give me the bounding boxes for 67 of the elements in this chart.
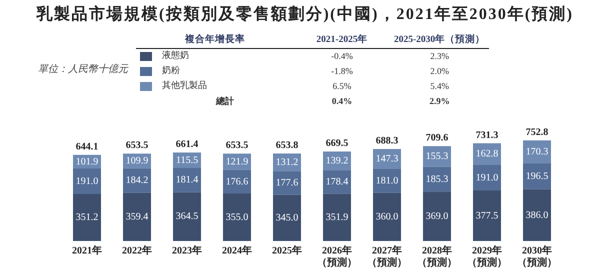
total-label: 731.3: [476, 130, 498, 141]
data-label: 184.2: [126, 175, 148, 186]
total-label: 752.8: [526, 126, 548, 138]
total-label: 653.8: [276, 140, 298, 152]
x-tick-label: 2021年: [72, 244, 102, 257]
total-label: 644.1: [76, 141, 98, 152]
data-label: 351.9: [326, 212, 348, 224]
data-label: 162.8: [476, 148, 498, 160]
total-label: 709.6: [426, 132, 448, 144]
data-label: 178.4: [326, 176, 348, 188]
x-tick-label: 2022年: [122, 244, 152, 257]
x-tick-label: 2030年（預測）: [517, 244, 557, 269]
data-label: 351.2: [76, 212, 98, 224]
data-label: 359.4: [126, 212, 148, 223]
text: 2.0%: [429, 64, 450, 78]
text: 複合年增長率: [136, 35, 294, 48]
data-label: 360.0: [376, 212, 398, 223]
data-label: 176.6: [226, 176, 248, 188]
total-label: 661.4: [176, 139, 198, 150]
data-label: 121.9: [226, 156, 248, 168]
data-label: 369.0: [426, 210, 448, 222]
legend-label: 奶粉: [161, 64, 181, 78]
data-label: 131.2: [276, 156, 298, 168]
data-label: 191.0: [476, 172, 498, 184]
x-tick-label: 2023年: [172, 244, 202, 257]
data-label: 177.6: [276, 178, 298, 189]
legend-label: 液態奶: [161, 49, 190, 62]
total-label: 653.5: [126, 140, 148, 152]
text: 2.9%: [428, 94, 451, 108]
x-tick-label: 2028年（預測）: [417, 244, 457, 269]
data-label: 115.5: [176, 154, 198, 166]
text: -0.4%: [330, 50, 354, 62]
x-tick-label: 2029年（預測）: [467, 244, 507, 269]
data-label: 181.4: [176, 174, 198, 186]
data-label: 196.5: [526, 170, 548, 182]
data-label: 345.0: [276, 212, 298, 224]
x-tick-label: 2026年（預測）: [317, 244, 357, 269]
text: 0.4%: [330, 94, 354, 108]
data-label: 355.0: [226, 212, 248, 223]
data-label: 191.0: [76, 176, 98, 187]
chart-title: 乳製品市場規模(按類別及零售額劃分)(中國)，2021年至2030年(預測): [35, 4, 574, 25]
text: 6.5%: [332, 80, 352, 92]
data-label: 377.5: [476, 210, 498, 222]
data-label: 101.9: [76, 156, 98, 168]
legend-label: 其他乳製品: [161, 79, 208, 92]
total-label: 653.5: [226, 140, 248, 152]
x-tick-label: 2025年: [272, 244, 302, 257]
text: -1.8%: [330, 64, 354, 78]
total-label: 669.5: [326, 138, 348, 150]
text: 單位：人民幣十億元: [38, 62, 128, 76]
data-label: 109.9: [126, 156, 148, 167]
x-tick-label: 2024年: [222, 244, 252, 257]
total-label: 688.3: [376, 136, 398, 147]
data-label: 364.5: [176, 211, 198, 222]
data-label: 185.3: [426, 174, 448, 185]
data-label: 181.0: [376, 175, 398, 186]
text: 總計: [214, 94, 235, 108]
text: 2025-2030年（預測）: [390, 35, 490, 48]
data-label: 155.3: [426, 151, 448, 162]
text: 2.3%: [429, 50, 450, 62]
data-label: 386.0: [526, 210, 548, 221]
text: 2021-2025年: [294, 35, 390, 48]
data-label: 147.3: [376, 153, 398, 164]
x-tick-label: 2027年（預測）: [367, 244, 407, 269]
data-label: 170.3: [526, 146, 548, 158]
text: 5.4%: [429, 80, 450, 92]
data-label: 139.2: [326, 155, 348, 166]
